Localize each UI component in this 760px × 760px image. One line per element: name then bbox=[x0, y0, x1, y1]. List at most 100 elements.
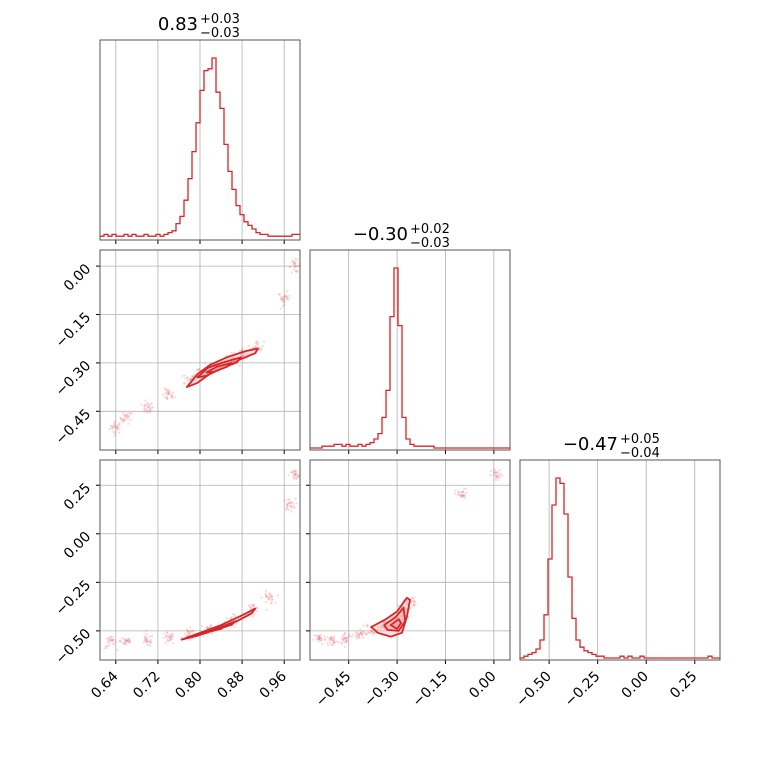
pair-0-1-sample bbox=[250, 346, 254, 350]
pair-1-2-sample bbox=[333, 638, 336, 641]
pair-0-1-sample bbox=[123, 420, 126, 423]
pair-1-2-sample bbox=[343, 637, 346, 640]
pair-0-1-sample bbox=[151, 405, 154, 409]
pair-0-2-sample bbox=[169, 634, 172, 637]
pair-0-2-sample bbox=[145, 633, 148, 636]
pair-1-2-sample bbox=[358, 635, 361, 638]
pair-0-1-sample bbox=[262, 340, 266, 343]
pair-1-2-sample bbox=[357, 633, 361, 637]
pair-0-2-sample bbox=[149, 640, 152, 643]
pair-0-1-sample bbox=[195, 369, 199, 372]
pair-0-1-sample bbox=[257, 342, 260, 346]
pair-1-2-sample bbox=[332, 635, 335, 638]
hist-0-frame bbox=[99, 39, 301, 241]
pair-1-2-sample bbox=[329, 641, 332, 645]
pair-0-2-sample bbox=[144, 637, 147, 640]
pair-0-2-sample bbox=[189, 638, 192, 641]
pair-0-1-sample bbox=[144, 404, 147, 407]
pair-0-2-sample bbox=[127, 638, 130, 641]
pair-0-1-sample bbox=[256, 341, 259, 344]
pair-0-1-sample bbox=[194, 378, 197, 381]
pair-0-1-sample bbox=[127, 422, 130, 425]
pair-1-2-sample bbox=[498, 475, 502, 478]
pair-0-2-sample bbox=[289, 504, 292, 507]
pair-0-2-sample bbox=[267, 595, 270, 598]
pair-0-1-sample bbox=[254, 345, 258, 348]
pair-0-2-sample bbox=[127, 641, 131, 644]
hist-1-frame bbox=[309, 249, 511, 451]
pair-0-2-sample bbox=[145, 641, 148, 644]
pair-0-1-sample bbox=[294, 262, 297, 265]
pair-0-1-sample bbox=[260, 348, 263, 351]
pair-0-2-sample bbox=[287, 508, 290, 511]
pair-1-2-sample bbox=[333, 642, 336, 645]
pair-0-2-sample bbox=[286, 504, 289, 507]
pair-0-1-sample bbox=[296, 258, 299, 261]
pair-0-2-sample bbox=[295, 473, 298, 476]
pair-0-2-frame bbox=[99, 459, 301, 661]
pair-0-2-sample bbox=[112, 638, 115, 642]
pair-0-1-sample bbox=[242, 354, 245, 358]
pair-0-2-sample bbox=[191, 631, 194, 634]
pair-0-2-sample bbox=[268, 592, 271, 595]
pair-1-2-sample bbox=[463, 494, 466, 497]
pair-0-2-sample bbox=[295, 477, 298, 481]
pair-1-2-sample bbox=[326, 642, 329, 645]
pair-0-2-sample bbox=[286, 504, 289, 508]
pair-1-2-sample bbox=[319, 634, 322, 637]
pair-0-1-sample bbox=[280, 298, 283, 301]
pair-1-2-sample bbox=[499, 472, 502, 476]
pair-1-2-sample bbox=[366, 625, 369, 628]
pair-0-1-sample bbox=[281, 298, 284, 301]
pair-1-2-sample bbox=[330, 643, 333, 647]
pair-0-2-sample bbox=[251, 615, 254, 618]
pair-0-1-sample bbox=[191, 375, 194, 378]
pair-0-1-sample bbox=[293, 263, 297, 266]
pair-1-2-sample bbox=[362, 624, 365, 627]
pair-0-2-sample bbox=[171, 636, 174, 639]
pair-0-1-sample bbox=[189, 378, 192, 381]
pair-0-2-sample bbox=[165, 631, 169, 634]
pair-0-2-sample bbox=[288, 501, 291, 504]
pair-1-2-sample bbox=[371, 630, 374, 633]
pair-0-2-sample bbox=[264, 593, 267, 596]
pair-1-2-sample bbox=[382, 621, 385, 625]
pair-0-1-sample bbox=[108, 427, 111, 431]
pair-0-2-sample bbox=[167, 639, 170, 643]
pair-0-1-sample bbox=[226, 357, 229, 361]
pair-0-1-sample bbox=[243, 354, 246, 357]
hist-1-title-plus: +0.02 bbox=[410, 222, 450, 237]
pair-1-2-sample bbox=[319, 639, 322, 642]
pair-1-2-sample bbox=[461, 490, 465, 493]
pair-0-1-sample bbox=[112, 424, 115, 427]
pair-1-2-sample bbox=[345, 636, 348, 640]
pair-0-1-sample bbox=[288, 294, 291, 297]
pair-1-2-sample bbox=[319, 636, 322, 640]
pair-0-1-sample bbox=[289, 265, 292, 268]
pair-1-2-sample bbox=[412, 600, 415, 603]
pair-0-1-sample bbox=[184, 377, 187, 380]
pair-0-2-sample bbox=[171, 642, 174, 645]
pair-0-1-sample bbox=[128, 414, 131, 418]
pair-0-2-sample bbox=[292, 505, 295, 509]
pair-0-1-sample bbox=[188, 378, 191, 381]
pair-0-2-sample bbox=[265, 595, 268, 599]
pair-0-1-sample bbox=[166, 397, 169, 400]
pair-1-2-sample bbox=[414, 600, 417, 603]
pair-1-2-sample bbox=[380, 625, 383, 629]
pair-1-2-frame bbox=[309, 459, 511, 661]
pair-1-2-sample bbox=[340, 642, 343, 645]
pair-0-2-sample bbox=[276, 594, 279, 597]
pair-0-2-sample bbox=[146, 640, 149, 644]
pair-1-2-sample bbox=[332, 639, 335, 643]
pair-1-2-sample bbox=[373, 631, 376, 635]
pair-1-2-sample bbox=[411, 599, 414, 603]
pair-0-1-sample bbox=[170, 396, 173, 399]
hist-0-title-minus: −0.03 bbox=[200, 26, 240, 41]
pair-0-2-sample bbox=[210, 623, 213, 627]
pair-1-2-sample bbox=[351, 633, 354, 636]
pair-0-1-sample bbox=[294, 270, 297, 273]
pair-0-1-sample bbox=[240, 354, 243, 357]
pair-0-2-sample bbox=[108, 644, 111, 647]
pair-1-2-sample bbox=[414, 602, 417, 605]
